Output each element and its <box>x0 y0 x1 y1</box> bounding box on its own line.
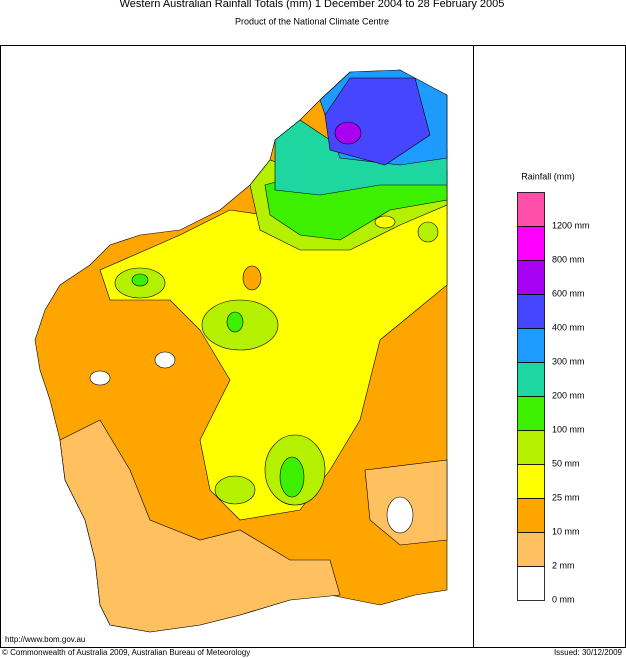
issued-date: Issued: 30/12/2009 <box>554 648 623 657</box>
title: Western Australian Rainfall Totals (mm) … <box>120 0 505 10</box>
legend-swatch <box>517 328 545 363</box>
legend-title: Rainfall (mm) <box>521 171 575 181</box>
legend-label: 2 mm <box>552 560 575 570</box>
legend: 1200 mm 800 mm 600 mm 400 mm 300 mm 200 mm 100… <box>517 192 590 604</box>
legend-label: 25 mm <box>552 492 580 502</box>
legend-swatch <box>517 192 545 227</box>
source-url: http://www.bom.gov.au <box>5 635 85 644</box>
legend-label: 300 mm <box>552 356 585 366</box>
legend-label: 10 mm <box>552 526 580 536</box>
legend-label: 800 mm <box>552 254 585 264</box>
legend-label: 0 mm <box>552 594 575 604</box>
legend-label: 200 mm <box>552 390 585 400</box>
legend-swatch <box>517 362 545 397</box>
rainfall-map <box>34 69 448 633</box>
legend-label: 400 mm <box>552 322 585 332</box>
legend-swatch <box>517 566 545 601</box>
subtitle: Product of the National Climate Centre <box>235 16 389 26</box>
legend-label: 50 mm <box>552 458 580 468</box>
copyright: © Commonwealth of Australia 2009, Austra… <box>2 648 250 657</box>
legend-label: 600 mm <box>552 288 585 298</box>
legend-swatch <box>517 396 545 431</box>
legend-label: 1200 mm <box>552 220 590 230</box>
legend-swatch <box>517 498 545 533</box>
legend-swatch <box>517 430 545 465</box>
legend-swatch <box>517 532 545 567</box>
legend-swatch <box>517 464 545 499</box>
legend-swatch <box>517 294 545 329</box>
legend-label: 100 mm <box>552 424 585 434</box>
legend-swatch <box>517 226 545 261</box>
legend-swatch <box>517 260 545 295</box>
